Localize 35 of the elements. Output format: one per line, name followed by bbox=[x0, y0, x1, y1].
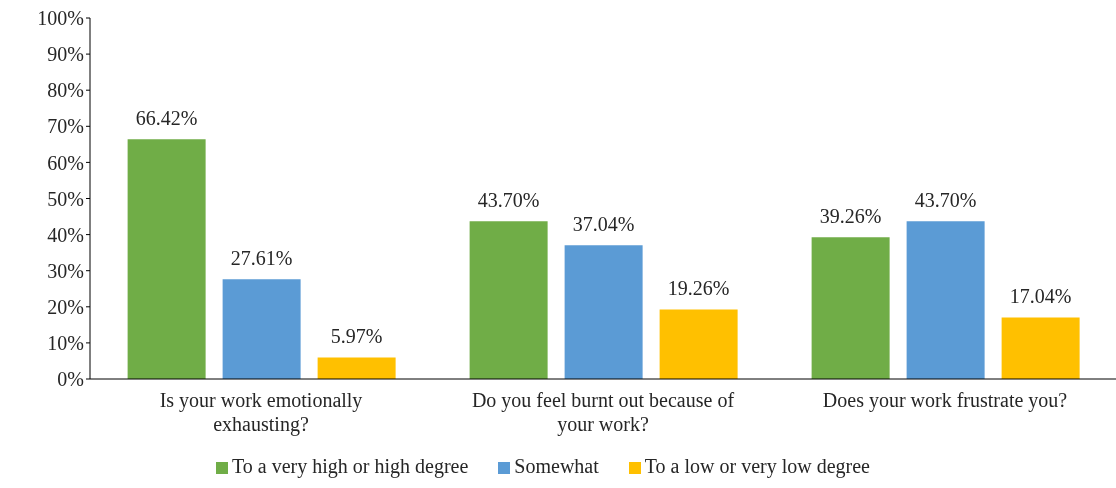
bar bbox=[811, 237, 890, 379]
legend-label: Somewhat bbox=[514, 455, 599, 477]
y-tick-label: 10% bbox=[47, 332, 84, 354]
data-label: 39.26% bbox=[819, 205, 882, 228]
data-label: 37.04% bbox=[572, 213, 635, 236]
x-tick-label: Is your work emotionally exhausting? bbox=[159, 389, 363, 436]
y-tick-label: 30% bbox=[47, 259, 84, 282]
y-tick-label: 80% bbox=[47, 79, 84, 102]
bar bbox=[659, 309, 738, 379]
bar bbox=[317, 357, 396, 379]
y-tick-label: 20% bbox=[47, 295, 84, 318]
y-tick-label: 70% bbox=[47, 115, 84, 138]
y-tick-label: 50% bbox=[47, 187, 84, 210]
data-label: 5.97% bbox=[330, 325, 383, 348]
data-label: 17.04% bbox=[1009, 285, 1072, 308]
data-label: 43.70% bbox=[914, 189, 977, 212]
legend-label: To a very high or high degree bbox=[232, 455, 469, 477]
bar bbox=[469, 221, 548, 379]
data-label: 66.42% bbox=[135, 107, 198, 130]
data-label: 43.70% bbox=[477, 189, 540, 212]
bar bbox=[127, 139, 206, 379]
bar bbox=[564, 245, 643, 379]
y-tick-label: 60% bbox=[47, 151, 84, 174]
data-label: 27.61% bbox=[230, 247, 293, 270]
legend-label: To a low or very low degree bbox=[644, 455, 870, 477]
y-tick-label: 90% bbox=[47, 43, 84, 66]
bar bbox=[1001, 317, 1080, 379]
data-label: 19.26% bbox=[667, 277, 730, 300]
bar bbox=[222, 279, 301, 379]
x-tick-label: Does your work frustrate you? bbox=[822, 389, 1068, 412]
x-tick-label: Do you feel burnt out because of your work? bbox=[471, 389, 735, 436]
bar bbox=[906, 221, 985, 379]
y-tick-label: 40% bbox=[47, 223, 84, 246]
y-tick-label: 0% bbox=[57, 368, 84, 391]
y-tick-label: 100% bbox=[37, 7, 84, 30]
